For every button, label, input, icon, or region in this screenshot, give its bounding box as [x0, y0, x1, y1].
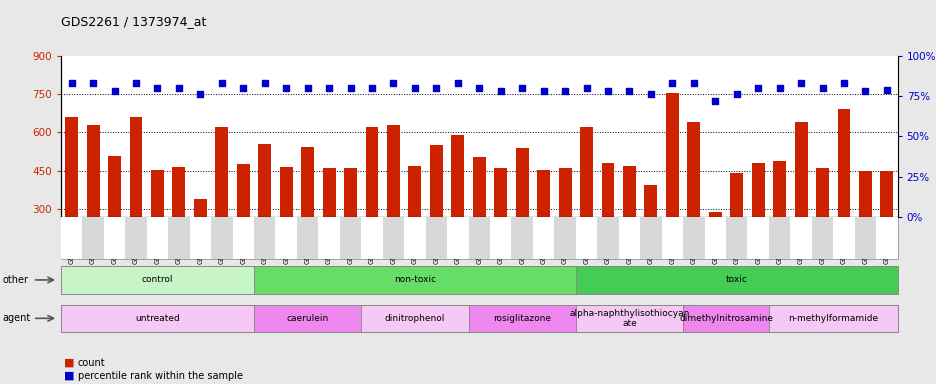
Point	[150, 85, 165, 91]
Text: ■: ■	[64, 358, 74, 368]
Bar	[709, 212, 721, 286]
Text: non-toxic: non-toxic	[393, 275, 435, 285]
Text: caerulein: caerulein	[286, 314, 329, 323]
Point	[728, 91, 743, 98]
Point	[578, 85, 593, 91]
Point	[107, 88, 122, 94]
Bar	[665, 93, 678, 286]
Point	[643, 91, 658, 98]
Bar	[172, 167, 185, 286]
Bar	[194, 199, 207, 286]
Text: GDS2261 / 1373974_at: GDS2261 / 1373974_at	[61, 15, 206, 28]
Text: agent: agent	[3, 313, 31, 323]
Text: control: control	[141, 275, 173, 285]
Bar	[129, 117, 142, 286]
Point	[750, 85, 765, 91]
Text: dinitrophenol: dinitrophenol	[385, 314, 445, 323]
Text: count: count	[78, 358, 105, 368]
Bar	[794, 122, 807, 286]
Bar	[451, 135, 463, 286]
Bar	[387, 125, 400, 286]
Point	[879, 86, 894, 93]
Point	[171, 85, 186, 91]
Bar	[151, 170, 164, 286]
Point	[471, 85, 487, 91]
Point	[707, 98, 722, 104]
Text: dimethylnitrosamine: dimethylnitrosamine	[679, 314, 772, 323]
Point	[64, 80, 79, 86]
Point	[386, 80, 401, 86]
Bar	[858, 171, 871, 286]
Text: percentile rank within the sample: percentile rank within the sample	[78, 371, 242, 381]
Bar	[494, 168, 506, 286]
Point	[300, 85, 314, 91]
Point	[321, 85, 336, 91]
Point	[364, 85, 379, 91]
Point	[492, 88, 507, 94]
Point	[793, 80, 808, 86]
Bar	[215, 127, 228, 286]
Bar	[280, 167, 292, 286]
Bar	[751, 163, 764, 286]
Bar	[365, 127, 378, 286]
Bar	[108, 156, 121, 286]
Text: rosiglitazone: rosiglitazone	[492, 314, 550, 323]
Bar	[601, 163, 614, 286]
Bar	[729, 174, 742, 286]
Point	[836, 80, 851, 86]
Bar	[558, 168, 571, 286]
Point	[236, 85, 251, 91]
Text: alpha-naphthylisothiocyan
ate: alpha-naphthylisothiocyan ate	[569, 309, 689, 328]
Point	[857, 88, 872, 94]
Point	[429, 85, 444, 91]
Text: n-methylformamide: n-methylformamide	[787, 314, 877, 323]
Bar	[515, 148, 528, 286]
Point	[278, 85, 293, 91]
Bar	[408, 166, 421, 286]
Bar	[772, 161, 785, 286]
Bar	[536, 170, 549, 286]
Bar	[344, 168, 357, 286]
Point	[665, 80, 680, 86]
Point	[557, 88, 572, 94]
Point	[193, 91, 208, 98]
Point	[685, 80, 700, 86]
Text: untreated: untreated	[135, 314, 180, 323]
Bar	[237, 164, 249, 286]
Bar	[66, 117, 78, 286]
Bar	[622, 166, 636, 286]
Bar	[880, 171, 892, 286]
Bar	[837, 109, 850, 286]
Point	[407, 85, 422, 91]
Point	[214, 80, 229, 86]
Point	[450, 80, 465, 86]
Point	[814, 85, 829, 91]
Point	[343, 85, 358, 91]
Bar	[300, 147, 314, 286]
Point	[257, 80, 272, 86]
Bar	[430, 145, 443, 286]
Text: toxic: toxic	[725, 275, 747, 285]
Bar	[579, 127, 592, 286]
Text: ■: ■	[64, 371, 74, 381]
Bar	[815, 168, 828, 286]
Bar	[322, 168, 335, 286]
Point	[622, 88, 636, 94]
Point	[771, 85, 786, 91]
Bar	[86, 125, 99, 286]
Point	[514, 85, 529, 91]
Bar	[644, 185, 657, 286]
Bar	[258, 144, 271, 286]
Point	[85, 80, 100, 86]
Text: other: other	[3, 275, 29, 285]
Point	[128, 80, 143, 86]
Point	[600, 88, 615, 94]
Bar	[473, 157, 485, 286]
Point	[535, 88, 550, 94]
Bar	[687, 122, 699, 286]
